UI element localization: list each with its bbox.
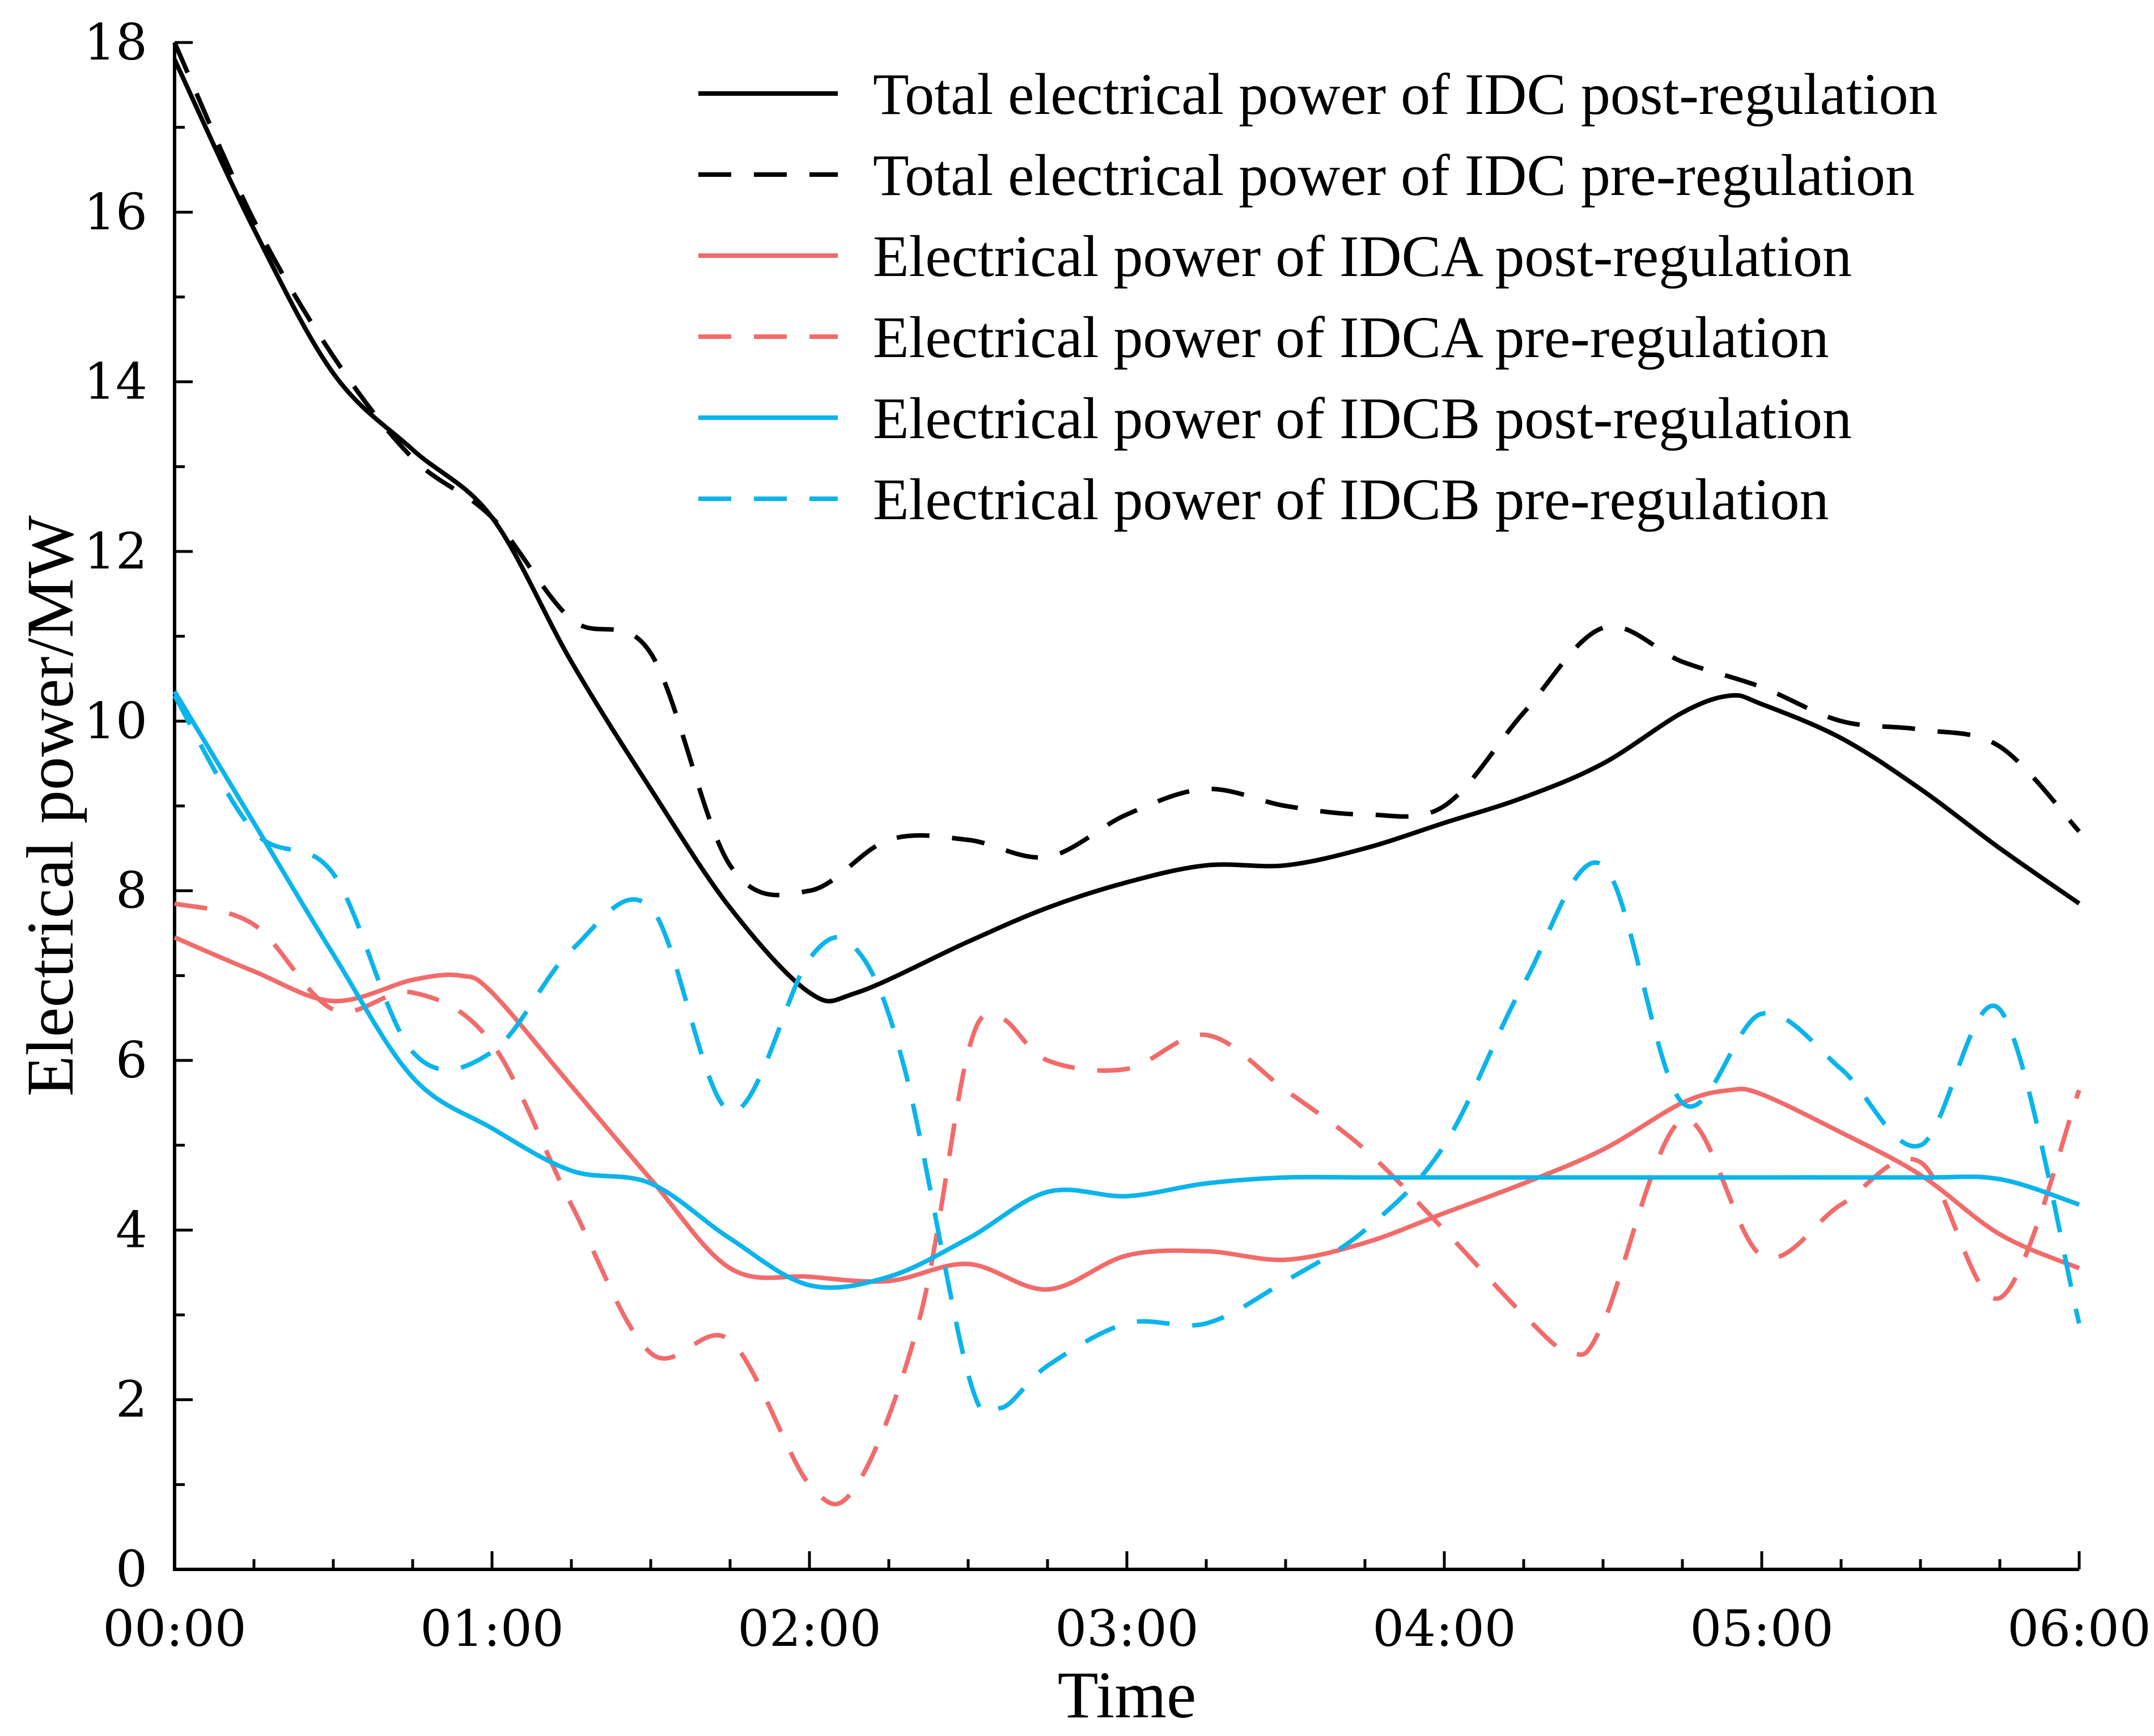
series-line-total-electrical-power-of-idc-post-regulation [172, 58, 2081, 1004]
x-tick-label: 01:00 [420, 1599, 564, 1658]
legend-entry: Electrical power of IDCA pre-regulation [873, 305, 1829, 370]
legend: Total electrical power of IDC post-regul… [698, 62, 1938, 532]
x-tick-label: 02:00 [737, 1599, 881, 1658]
series-line-electrical-power-of-idcb-post-regulation [172, 690, 2080, 1290]
y-axis: 0 2 4 6 8 10 12 14 16 18 [84, 13, 193, 1598]
legend-entry: Total electrical power of IDC post-regul… [873, 62, 1938, 127]
y-tick-label: 12 [84, 522, 147, 580]
y-tick-label: 16 [84, 182, 147, 241]
y-tick-label: 6 [116, 1031, 147, 1089]
y-tick-label: 8 [116, 861, 147, 920]
legend-entry: Electrical power of IDCB post-regulation [873, 386, 1852, 451]
x-axis: 00:00 01:00 02:00 03:00 04:00 05:00 06:00 [103, 1551, 2151, 1658]
x-tick-label: 00:00 [103, 1599, 247, 1658]
y-tick-label: 0 [116, 1540, 147, 1598]
y-tick-label: 14 [84, 353, 147, 411]
series-line-electrical-power-of-idcb-pre-regulation [172, 694, 2081, 1416]
y-axis-title: Electrical power/MW [13, 515, 87, 1097]
legend-entry: Total electrical power of IDC pre-regula… [873, 143, 1915, 208]
x-tick-label: 03:00 [1055, 1599, 1199, 1658]
series-line-total-electrical-power-of-idc-pre-regulation [172, 41, 2081, 898]
y-tick-label: 10 [84, 691, 147, 750]
series-line-electrical-power-of-idca-pre-regulation [173, 901, 2081, 1506]
x-tick-label: 06:00 [2007, 1599, 2151, 1658]
x-tick-label: 04:00 [1372, 1599, 1516, 1658]
legend-entry: Electrical power of IDCA post-regulation [873, 224, 1852, 289]
x-tick-label: 05:00 [1690, 1599, 1834, 1658]
y-tick-label: 18 [84, 13, 147, 71]
series-line-electrical-power-of-idca-post-regulation [173, 935, 2080, 1292]
y-tick-label: 2 [116, 1370, 147, 1429]
series-layer [172, 41, 2081, 1506]
y-tick-label: 4 [116, 1200, 147, 1259]
legend-entry: Electrical power of IDCB pre-regulation [873, 467, 1829, 532]
x-axis-title: Time [1058, 1658, 1197, 1732]
